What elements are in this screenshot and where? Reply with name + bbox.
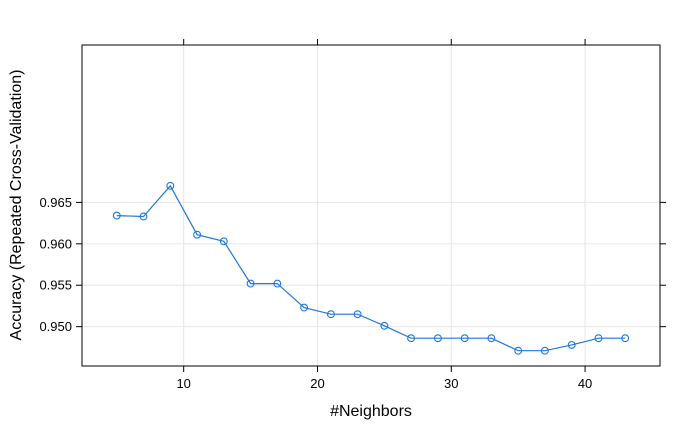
data-point: [460, 334, 469, 343]
x-tick-label: 30: [444, 376, 458, 391]
plot-frame: [81, 44, 661, 367]
data-point: [112, 211, 121, 220]
data-point: [246, 279, 255, 288]
data-point: [540, 346, 549, 355]
data-point: [433, 334, 442, 343]
data-point: [380, 321, 389, 330]
x-axis-title: #Neighbors: [330, 403, 412, 420]
data-point: [193, 230, 202, 239]
data-point: [567, 340, 576, 349]
data-point: [514, 346, 523, 355]
data-point: [353, 310, 362, 319]
axis-ticks: 10 20 30 40 0.950 0.955 0.960 0.965: [39, 39, 666, 391]
y-tick-label: 0.960: [39, 236, 72, 251]
data-point: [219, 237, 228, 246]
series-line: [116, 184, 626, 352]
data-point: [166, 181, 175, 190]
data-point: [621, 334, 630, 343]
y-axis-title: Accuracy (Repeated Cross-Validation): [8, 70, 25, 341]
x-tick-label: 40: [578, 376, 592, 391]
grid: [82, 45, 660, 366]
data-point: [139, 212, 148, 221]
x-tick-label: 10: [176, 376, 190, 391]
y-tick-label: 0.965: [39, 195, 72, 210]
y-tick-label: 0.950: [39, 319, 72, 334]
data-point: [326, 310, 335, 319]
data-point: [300, 303, 309, 312]
y-tick-label: 0.955: [39, 278, 72, 293]
data-point: [487, 334, 496, 343]
data-point: [273, 279, 282, 288]
series: [112, 181, 630, 355]
data-point: [594, 334, 603, 343]
x-tick-label: 20: [310, 376, 324, 391]
data-point: [407, 334, 416, 343]
